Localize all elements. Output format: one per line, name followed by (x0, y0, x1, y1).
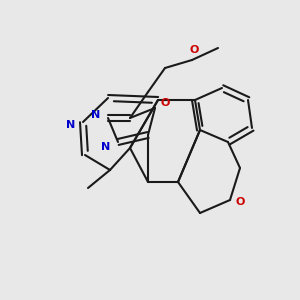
Text: O: O (235, 197, 245, 207)
Text: N: N (66, 120, 76, 130)
Text: N: N (101, 142, 111, 152)
Text: O: O (160, 98, 170, 108)
Text: N: N (92, 110, 100, 120)
Text: O: O (189, 45, 199, 55)
